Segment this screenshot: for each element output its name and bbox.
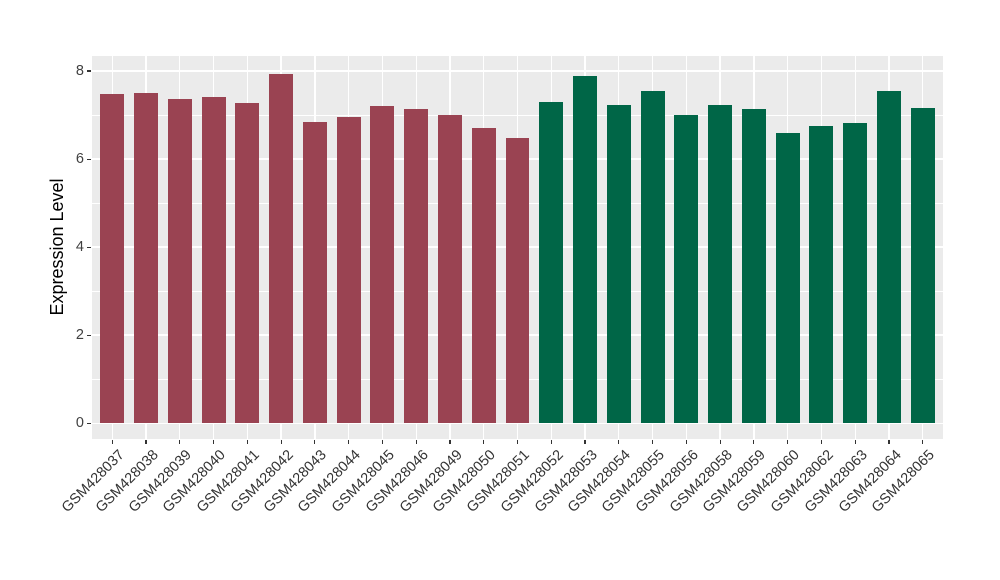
bar-GSM428059: [741, 109, 766, 424]
bar-GSM428065: [910, 107, 935, 424]
bar-GSM428045: [370, 105, 395, 424]
y-tick-mark: [87, 158, 91, 160]
bar-GSM428037: [100, 94, 125, 424]
bar-GSM428056: [674, 114, 699, 424]
x-tick-mark: [145, 440, 147, 444]
x-tick-mark: [584, 440, 586, 444]
x-tick-mark: [348, 440, 350, 444]
bar-GSM428063: [843, 122, 868, 424]
bar-GSM428064: [876, 91, 901, 424]
bar-GSM428049: [437, 114, 462, 424]
x-tick-mark: [280, 440, 282, 444]
x-tick-mark: [820, 440, 822, 444]
x-tick-mark: [888, 440, 890, 444]
x-tick-mark: [483, 440, 485, 444]
bar-GSM428043: [302, 122, 327, 424]
y-tick-mark: [87, 422, 91, 424]
bar-GSM428040: [201, 96, 226, 424]
bar-GSM428050: [471, 128, 496, 424]
bar-GSM428041: [235, 103, 260, 424]
y-tick-label: 6: [75, 151, 84, 167]
bar-GSM428055: [640, 91, 665, 424]
x-tick-mark: [922, 440, 924, 444]
x-tick-mark: [618, 440, 620, 444]
bar-GSM428038: [134, 93, 158, 424]
bar-GSM428039: [167, 99, 192, 424]
x-tick-mark: [415, 440, 417, 444]
x-tick-mark: [111, 440, 113, 444]
x-tick-mark: [854, 440, 856, 444]
x-tick-mark: [213, 440, 215, 444]
y-tick-mark: [87, 246, 91, 248]
x-tick-mark: [179, 440, 181, 444]
x-tick-mark: [381, 440, 383, 444]
bar-GSM428060: [775, 133, 800, 424]
plot-panel: [92, 56, 943, 439]
x-tick-mark: [449, 440, 451, 444]
y-tick-label: 2: [75, 327, 84, 344]
y-tick-label: 8: [75, 62, 84, 79]
y-tick-mark: [87, 70, 91, 72]
bar-GSM428046: [404, 109, 429, 424]
x-tick-mark: [246, 440, 248, 444]
x-tick-mark: [753, 440, 755, 444]
bar-GSM428053: [573, 76, 598, 424]
x-tick-mark: [652, 440, 654, 444]
bar-GSM428052: [539, 102, 564, 424]
x-tick-mark: [719, 440, 721, 444]
y-tick-label: 4: [75, 239, 84, 256]
y-tick-label: 0: [75, 415, 84, 432]
x-tick-mark: [787, 440, 789, 444]
bar-GSM428044: [336, 117, 361, 424]
bar-GSM428054: [606, 104, 631, 424]
bar-GSM428062: [809, 125, 834, 424]
x-tick-mark: [685, 440, 687, 444]
bar-GSM428051: [505, 138, 530, 424]
y-tick-mark: [87, 334, 91, 336]
x-tick-mark: [550, 440, 552, 444]
x-tick-mark: [314, 440, 316, 444]
x-tick-mark: [516, 440, 519, 444]
bar-GSM428042: [269, 74, 294, 424]
bar-GSM428058: [708, 104, 733, 424]
